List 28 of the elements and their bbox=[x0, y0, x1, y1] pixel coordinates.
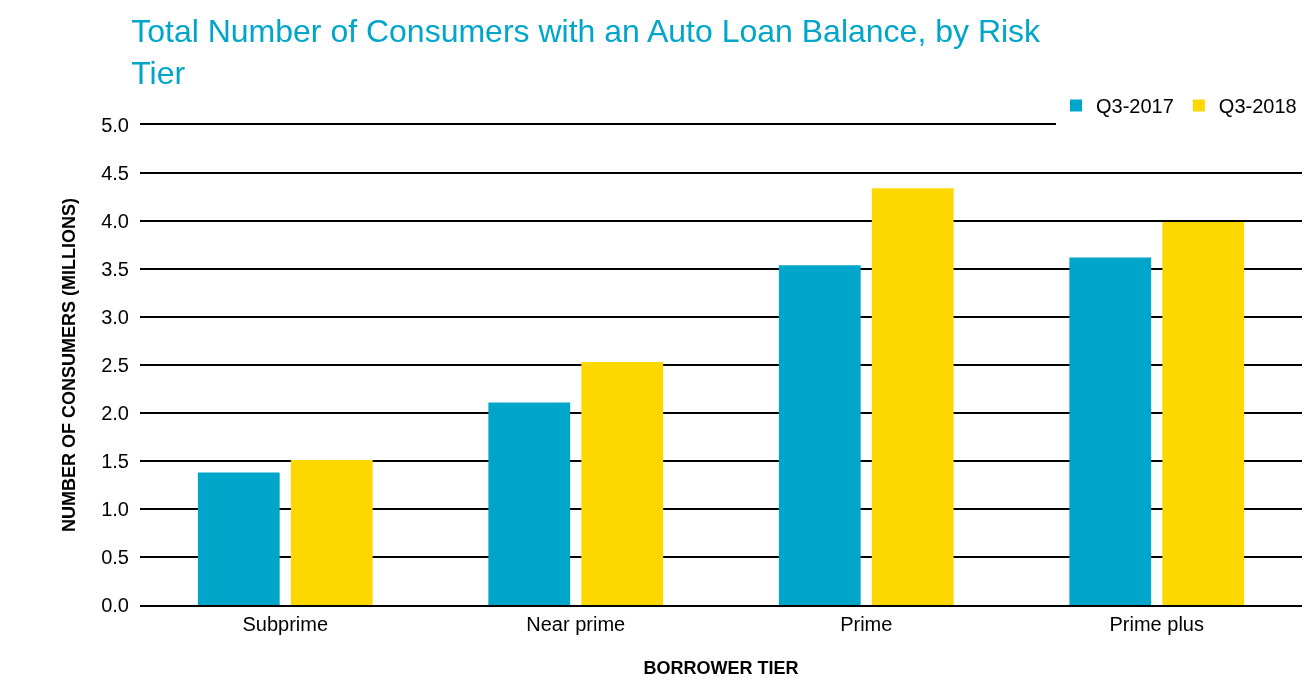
x-tick-label: Prime bbox=[840, 612, 893, 635]
x-axis-title: BORROWER TIER bbox=[643, 658, 799, 679]
bar bbox=[197, 472, 280, 605]
y-tick-label: 5.0 bbox=[101, 114, 129, 136]
y-tick-label: 2.5 bbox=[101, 354, 129, 376]
bar bbox=[778, 265, 861, 605]
y-tick-label: 1.5 bbox=[101, 450, 129, 472]
chart-title: Total Number of Consumers with an Auto Loan Balance, by Risk Tier bbox=[131, 13, 1042, 91]
y-tick-label: 3.5 bbox=[101, 258, 129, 280]
bar bbox=[1162, 221, 1245, 605]
bar bbox=[581, 362, 664, 605]
y-tick-label: 0.5 bbox=[101, 546, 129, 568]
y-tick-label: 3.0 bbox=[101, 306, 129, 328]
y-tick-label: 4.5 bbox=[101, 162, 129, 184]
legend-label: Q3-2017 bbox=[1096, 95, 1174, 118]
y-tick-label: 2.0 bbox=[101, 402, 129, 424]
bar bbox=[488, 402, 571, 605]
y-tick-label: 1.0 bbox=[101, 498, 129, 520]
x-tick-label: Subprime bbox=[242, 612, 329, 635]
y-tick-label: 4.0 bbox=[101, 210, 129, 232]
bar bbox=[871, 188, 954, 605]
x-tick-label: Prime plus bbox=[1109, 612, 1204, 635]
bar bbox=[1069, 257, 1152, 605]
y-tick-label: 0.0 bbox=[101, 594, 129, 616]
y-axis-title: NUMBER OF CONSUMERS (MILLIONS) bbox=[59, 198, 80, 532]
legend-label: Q3-2018 bbox=[1218, 95, 1297, 118]
bar bbox=[290, 460, 373, 605]
x-tick-label: Near prime bbox=[526, 612, 626, 635]
